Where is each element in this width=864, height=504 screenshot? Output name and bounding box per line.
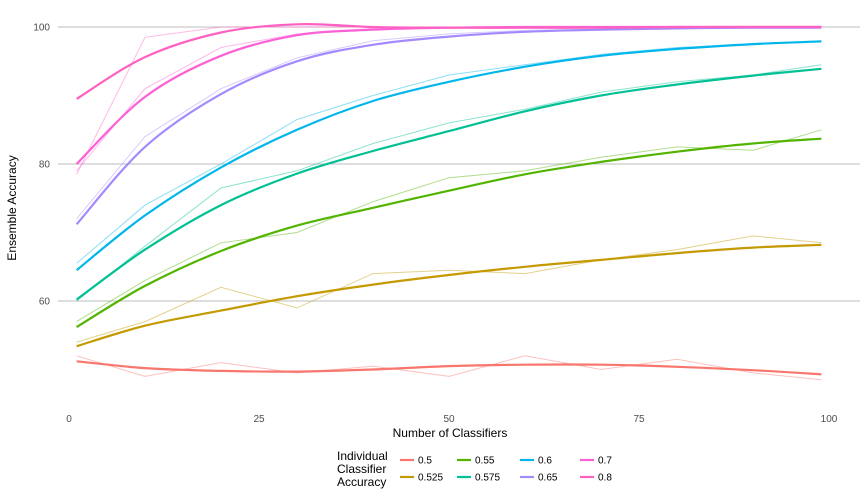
y-axis-title: Ensemble Accuracy	[5, 155, 19, 260]
x-axis-ticks: 0 25 50 75 100	[66, 414, 838, 425]
raw-line-0.5	[76, 355, 822, 381]
x-tick-label: 75	[633, 414, 645, 425]
legend-label: 0.8	[598, 473, 612, 484]
legend-label: 0.7	[598, 456, 612, 467]
legend-item-0.575: 0.575	[457, 473, 500, 484]
legend-label: 0.55	[475, 456, 495, 467]
x-tick-label: 25	[253, 414, 265, 425]
legend-label: 0.6	[538, 456, 552, 467]
legend-item-0.5: 0.5	[400, 456, 432, 467]
x-tick-label: 0	[66, 414, 72, 425]
smooth-line-0.65	[75, 26, 822, 226]
legend-item-0.7: 0.7	[580, 456, 612, 467]
x-axis-title: Number of Classifiers	[393, 426, 508, 440]
grid-lines	[58, 26, 860, 302]
smooth-line-0.575	[75, 67, 822, 301]
legend-items: 0.5 0.525 0.55 0.575 0.6 0.65 0.7 0.8	[400, 456, 612, 484]
raw-line-0.525	[76, 235, 822, 343]
smooth-series-lines	[75, 23, 822, 376]
legend-title-line-2: Classifier	[337, 462, 386, 476]
legend-label: 0.525	[418, 473, 443, 484]
legend-item-0.6: 0.6	[520, 456, 552, 467]
legend-item-0.55: 0.55	[457, 456, 495, 467]
legend-label: 0.65	[538, 473, 558, 484]
y-tick-label: 100	[33, 23, 50, 34]
x-tick-label: 50	[443, 414, 455, 425]
smooth-line-0.6	[75, 40, 822, 272]
legend-label: 0.575	[475, 473, 500, 484]
raw-line-0.6	[76, 40, 822, 264]
legend-label: 0.5	[418, 456, 432, 467]
legend-title-line-1: Individual	[337, 449, 388, 463]
legend-item-0.8: 0.8	[580, 473, 612, 484]
smooth-line-0.55	[76, 137, 822, 328]
y-axis-ticks: 60 80 100	[33, 23, 50, 308]
y-tick-label: 80	[39, 160, 51, 171]
legend-item-0.525: 0.525	[400, 473, 443, 484]
legend-item-0.65: 0.65	[520, 473, 558, 484]
raw-line-0.55	[76, 129, 822, 323]
legend-title-line-3: Accuracy	[337, 475, 386, 489]
smooth-line-0.8	[76, 23, 822, 100]
raw-line-0.7	[76, 26, 822, 172]
y-tick-label: 60	[39, 297, 51, 308]
smooth-line-0.525	[76, 243, 822, 348]
raw-line-0.8	[76, 26, 822, 175]
legend: Individual Classifier Accuracy 0.50.5250…	[337, 449, 612, 489]
smooth-line-0.5	[76, 360, 822, 376]
raw-line-0.575	[76, 64, 822, 302]
x-tick-label: 100	[821, 414, 838, 425]
